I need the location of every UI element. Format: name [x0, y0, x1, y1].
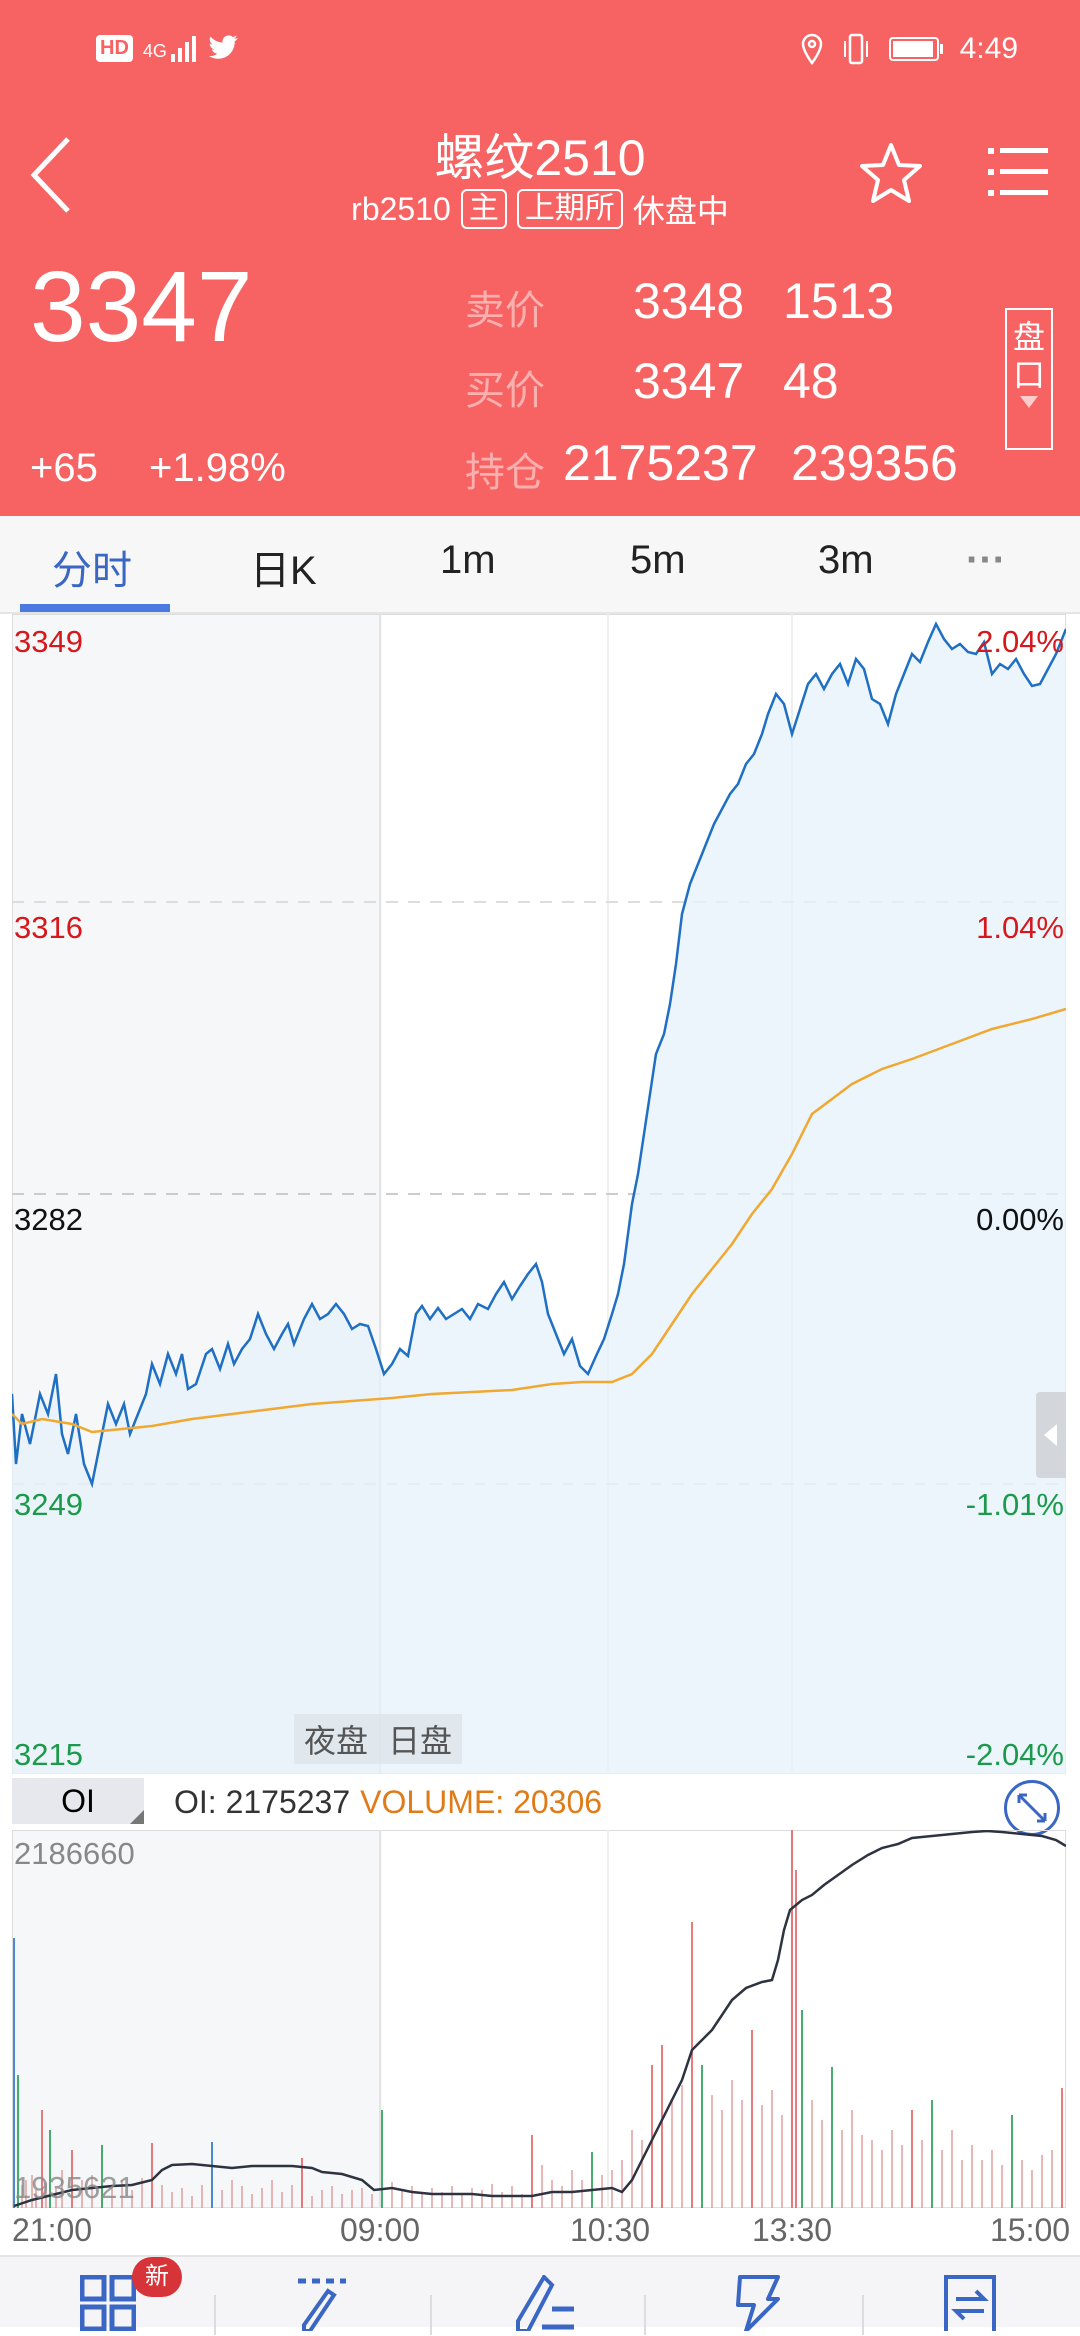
bid-volume: 48: [783, 353, 839, 409]
night-session-label[interactable]: 夜盘: [304, 1723, 369, 1759]
bid-label: 买价: [465, 369, 545, 413]
draw-button[interactable]: [296, 2275, 352, 2336]
x-label-2100: 21:00: [12, 2212, 93, 2248]
back-button[interactable]: [26, 135, 76, 215]
ask-label: 卖价: [465, 289, 545, 333]
change-value: +65: [30, 446, 98, 490]
battery-icon: [888, 37, 943, 61]
y-label-max: 3349: [14, 624, 83, 659]
bid-row: 买价 3347 48: [465, 352, 839, 416]
indicator-selector[interactable]: OI: [12, 1778, 144, 1824]
grid-icon: [79, 2274, 137, 2332]
x-label-1330: 13:30: [752, 2212, 833, 2248]
favorite-star-icon[interactable]: [858, 140, 924, 206]
tab-daily-k[interactable]: 日K: [250, 549, 317, 593]
contract-subtitle: rb2510 主 上期所 休盘中: [0, 186, 1080, 232]
avg-price-line: [12, 1007, 1066, 1434]
expand-chart-button[interactable]: [1004, 1780, 1060, 1836]
lightning-icon: [736, 2275, 780, 2333]
oi-change: 239356: [791, 435, 958, 491]
pct-label-2: 1.04%: [976, 910, 1064, 945]
open-interest-line: [13, 1830, 1066, 2208]
y-label-4: 3249: [14, 1487, 83, 1522]
contract-title: 螺纹2510: [434, 130, 646, 186]
tab-more[interactable]: ···: [966, 538, 1006, 582]
chevron-left-icon: [1044, 1424, 1057, 1446]
pct-label-min: -2.04%: [965, 1737, 1064, 1772]
main-contract-tag: 主: [460, 189, 507, 229]
tab-intraday[interactable]: 分时: [52, 549, 132, 593]
volume-bars: [13, 1830, 1063, 2208]
tab-3m[interactable]: 3m: [818, 538, 874, 582]
dropdown-triangle-icon: [1020, 396, 1038, 408]
oi-label: 持仓: [465, 451, 545, 495]
bottom-toolbar: 新: [0, 2255, 1080, 2336]
last-price: 3347: [30, 251, 253, 363]
oi-readout: OI: 2175237: [174, 1784, 351, 1820]
session-toggle[interactable]: 夜盘 日盘: [294, 1714, 463, 1764]
expand-arrows-icon: [1017, 1793, 1047, 1823]
day-session-label[interactable]: 日盘: [388, 1723, 453, 1759]
transfer-button[interactable]: [942, 2275, 998, 2336]
exchange-tag: 上期所: [516, 189, 623, 229]
signal-icon: 4G: [143, 34, 199, 62]
grid-button[interactable]: 新: [79, 2257, 182, 2336]
x-label-1030: 10:30: [570, 2212, 651, 2248]
ask-volume: 1513: [783, 273, 895, 329]
edit-list-icon: [516, 2273, 574, 2333]
hd-icon: HD: [96, 34, 133, 62]
pct-label-max: 2.04%: [976, 624, 1064, 659]
price-line: [12, 621, 1066, 1489]
clock: 4:49: [959, 32, 1018, 65]
side-panel-handle[interactable]: [1036, 1392, 1066, 1478]
chart-period-tabs: 分时 日K 1m 5m 3m ···: [0, 516, 1080, 614]
volume-readout: VOLUME: 20306: [360, 1784, 603, 1820]
active-tab-indicator: [20, 604, 170, 612]
contract-code: rb2510: [351, 190, 451, 227]
bid-price: 3347: [633, 353, 745, 409]
oi-min-label: 1935621: [14, 2170, 135, 2205]
quote-header: HD 4G 4:49 螺纹2510 rb2510 主 上期所 休盘中 3347 …: [0, 0, 1080, 516]
location-icon: [801, 33, 822, 65]
y-label-min: 3215: [14, 1737, 83, 1772]
intraday-price-chart[interactable]: [12, 614, 1066, 1774]
menu-list-icon[interactable]: [986, 142, 1050, 202]
tab-5m[interactable]: 5m: [630, 538, 686, 582]
new-badge: 新: [132, 2257, 182, 2297]
oi-max-label: 2186660: [14, 1836, 135, 1871]
open-interest-row: 持仓 2175237 239356: [465, 434, 958, 498]
x-label-0900: 09:00: [340, 2212, 421, 2248]
oi-volume-chart[interactable]: [12, 1830, 1066, 2208]
market-state: 休盘中: [632, 193, 729, 229]
ask-price: 3348: [633, 273, 745, 329]
pct-label-zero: 0.00%: [976, 1202, 1064, 1237]
note-button[interactable]: [512, 2273, 576, 2336]
y-label-2: 3316: [14, 910, 83, 945]
vibrate-icon: [843, 33, 868, 65]
quick-trade-button[interactable]: [732, 2275, 782, 2336]
ask-row: 卖价 3348 1513: [465, 272, 894, 336]
change-percent: +1.98%: [148, 446, 286, 490]
tab-1m[interactable]: 1m: [440, 538, 496, 582]
twitter-icon: [208, 35, 238, 59]
price-change: +65 +1.98%: [30, 446, 326, 491]
transfer-icon: [944, 2275, 996, 2336]
y-label-prev-close: 3282: [14, 1202, 83, 1237]
status-bar: HD 4G 4:49: [0, 30, 1080, 74]
indicator-bar: OI OI: 2175237 VOLUME: 20306: [0, 1776, 1080, 1836]
pencil-icon: [298, 2278, 346, 2333]
order-book-button[interactable]: 盘口: [1005, 308, 1053, 450]
x-label-1500: 15:00: [990, 2212, 1071, 2248]
indicator-values: OI: 2175237 VOLUME: 20306: [174, 1784, 602, 1821]
pct-label-4: -1.01%: [965, 1487, 1064, 1522]
oi-value: 2175237: [563, 435, 758, 491]
